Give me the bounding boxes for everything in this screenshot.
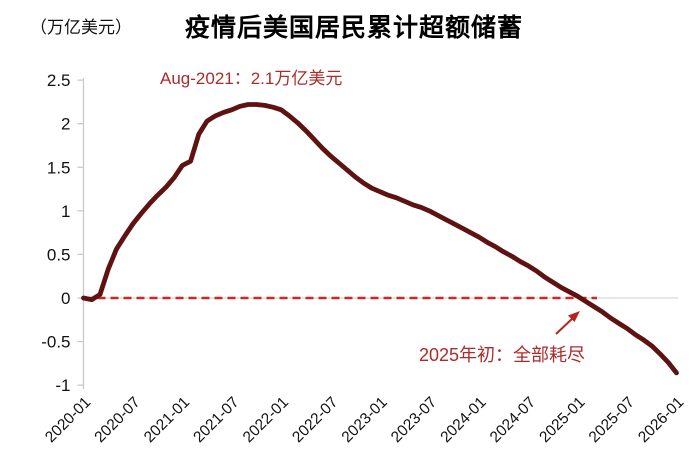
excess-savings-line: [81, 102, 679, 376]
y-axis-tick-label: 0.5: [47, 245, 71, 264]
y-axis-tick-label: 1: [61, 202, 70, 221]
x-axis-tick-label: 2026-01: [635, 394, 687, 446]
x-axis-tick-label: 2023-07: [388, 394, 440, 446]
y-axis-tick-label: 2: [61, 115, 70, 134]
x-axis-tick-label: 2022-07: [289, 394, 341, 446]
x-axis-tick-label: 2020-07: [91, 394, 143, 446]
x-axis-tick-label: 2024-07: [487, 394, 539, 446]
x-axis-tick-label: 2021-07: [190, 394, 242, 446]
y-axis-tick-label: -0.5: [41, 333, 70, 352]
x-axis-tick-label: 2024-01: [437, 394, 489, 446]
y-axis-tick-label: 0: [61, 289, 70, 308]
annotation-arrow-icon: [568, 311, 580, 322]
x-axis-tick-label: 2025-07: [586, 394, 638, 446]
y-axis-tick-label: 1.5: [47, 158, 71, 177]
y-axis-tick-label: 2.5: [47, 71, 71, 90]
x-axis-tick-label: 2020-01: [42, 394, 94, 446]
chart-title: 疫情后美国居民累计超额储蓄: [185, 14, 524, 42]
x-axis-tick-label: 2025-01: [536, 394, 588, 446]
peak-annotation: Aug-2021：2.1万亿美元: [160, 69, 343, 88]
y-axis-unit-label: （万亿美元）: [30, 18, 132, 37]
depleted-annotation: 2025年初：全部耗尽: [419, 345, 586, 365]
x-axis-tick-label: 2022-01: [240, 394, 292, 446]
x-axis-tick-label: 2021-01: [141, 394, 193, 446]
y-axis-tick-label: -1: [55, 376, 70, 395]
annotation-arrow-line: [555, 316, 575, 335]
x-axis-tick-label: 2023-01: [339, 394, 391, 446]
